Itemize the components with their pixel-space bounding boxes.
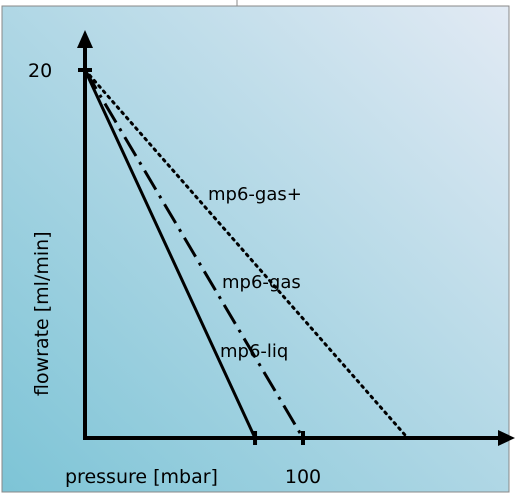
y-tick-label-20: 20: [28, 60, 52, 82]
series-mp6-gas+: [83, 68, 410, 440]
chart-background: [1, 5, 510, 493]
label-layer: pressure [mbar] flowrate [ml/min] 20 100 m…: [28, 60, 321, 488]
axis-layer: [77, 30, 515, 446]
x-axis-label: pressure [mbar]: [65, 466, 218, 488]
series-label-mp6-liq: mp6-liq: [220, 341, 288, 362]
series-mp6-liq: [83, 69, 257, 439]
y-axis-arrow: [77, 30, 93, 48]
x-axis-arrow: [498, 430, 515, 446]
x-tick-label-100: 100: [285, 466, 321, 488]
series-layer: [83, 68, 410, 440]
y-axis-label: flowrate [ml/min]: [31, 231, 53, 396]
series-label-mp6-gas+: mp6-gas+: [208, 184, 302, 205]
series-label-mp6-gas: mp6-gas: [222, 272, 301, 293]
series-mp6-gas: [83, 69, 305, 439]
